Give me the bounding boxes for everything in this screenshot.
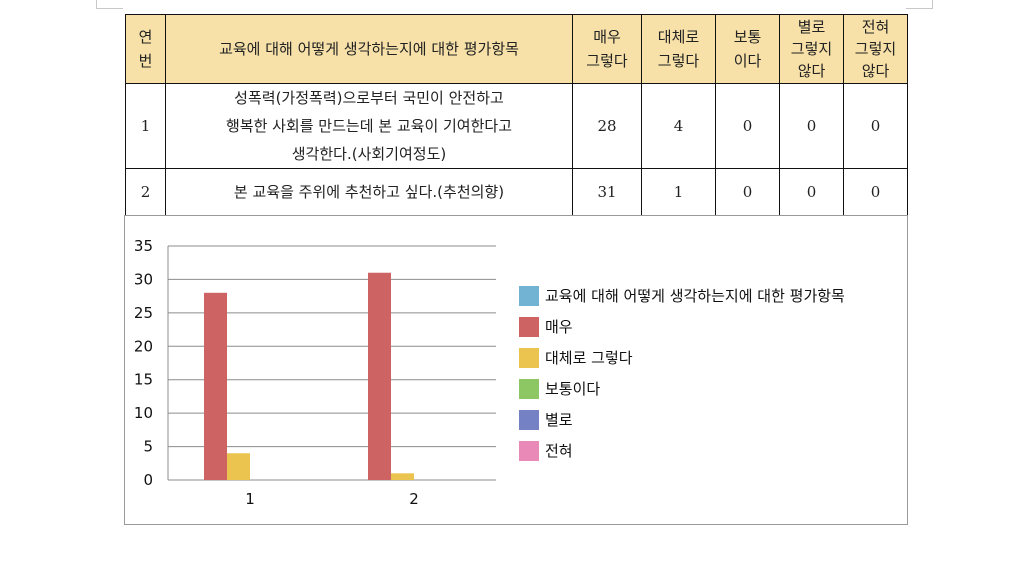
x-tick-label: 2 [409, 490, 419, 508]
legend-swatch [519, 285, 539, 306]
row-value-strongly-disagree: 0 [843, 168, 908, 216]
x-tick-label: 1 [245, 490, 255, 508]
row-item: 성폭력(가정폭력)으로부터 국민이 안전하고 행복한 사회를 만드는데 본 교육이… [165, 83, 573, 169]
bar [391, 473, 414, 480]
legend-item: 대체로 그렇다 [519, 342, 845, 373]
legend-label: 매우 [545, 318, 573, 336]
row-number: 1 [125, 83, 166, 169]
header-strongly-disagree: 전혀 그렇지 않다 [843, 14, 908, 84]
header-neutral: 보통 이다 [715, 14, 780, 84]
y-tick-label: 35 [134, 237, 153, 255]
row-value-mostly-agree: 1 [641, 168, 716, 216]
row-value-neutral: 0 [715, 83, 780, 169]
row-value-disagree: 0 [779, 168, 844, 216]
bar [204, 292, 227, 480]
legend-label: 전혀 [545, 442, 573, 460]
page-corner-mark-right [906, 0, 933, 9]
row-value-mostly-agree: 4 [641, 83, 716, 169]
y-tick-label: 25 [134, 304, 153, 322]
row-value-disagree: 0 [779, 83, 844, 169]
row-value-strongly-agree: 31 [572, 168, 642, 216]
bar-chart: 0 5 10 15 20 25 30 35 1 2 교육에 대해 어떻게 생각하는지에 대한 평가… [124, 215, 908, 525]
legend-item: 별로 [519, 404, 845, 435]
y-tick-label: 0 [143, 471, 153, 489]
legend-swatch [519, 440, 539, 461]
legend-label: 교육에 대해 어떻게 생각하는지에 대한 평가항목 [545, 287, 845, 305]
header-mostly-agree: 대체로 그렇다 [641, 14, 716, 84]
row-number: 2 [125, 168, 166, 216]
row-value-strongly-agree: 28 [572, 83, 642, 169]
row-item: 본 교육을 주위에 추천하고 싶다.(추천의향) [165, 168, 573, 216]
y-tick-label: 30 [134, 270, 153, 288]
legend-item: 매우 [519, 311, 845, 342]
legend-label: 대체로 그렇다 [545, 349, 633, 367]
table-row: 1 성폭력(가정폭력)으로부터 국민이 안전하고 행복한 사회를 만드는데 본 교… [125, 83, 908, 169]
legend-swatch [519, 378, 539, 399]
legend-swatch [519, 347, 539, 368]
legend-item: 전혀 [519, 435, 845, 466]
y-tick-label: 20 [134, 337, 153, 355]
legend-item: 보통이다 [519, 373, 845, 404]
legend-swatch [519, 316, 539, 337]
bar [368, 272, 391, 480]
legend-item: 교육에 대해 어떻게 생각하는지에 대한 평가항목 [519, 280, 845, 311]
y-tick-label: 15 [134, 371, 153, 389]
y-tick-label: 5 [143, 438, 153, 456]
row-value-strongly-disagree: 0 [843, 83, 908, 169]
legend-swatch [519, 409, 539, 430]
bar [227, 453, 250, 480]
row-value-neutral: 0 [715, 168, 780, 216]
y-tick-label: 10 [134, 404, 153, 422]
legend-label: 별로 [545, 411, 573, 429]
header-strongly-agree: 매우 그렇다 [572, 14, 642, 84]
header-item: 교육에 대해 어떻게 생각하는지에 대한 평가항목 [165, 14, 573, 84]
table-row: 2 본 교육을 주위에 추천하고 싶다.(추천의향) 31 1 0 0 0 [125, 168, 908, 216]
header-disagree: 별로 그렇지 않다 [779, 14, 844, 84]
page-corner-mark-left [96, 0, 123, 9]
bar-chart-plot: 0 5 10 15 20 25 30 35 1 2 [134, 237, 496, 508]
legend-label: 보통이다 [545, 380, 601, 398]
